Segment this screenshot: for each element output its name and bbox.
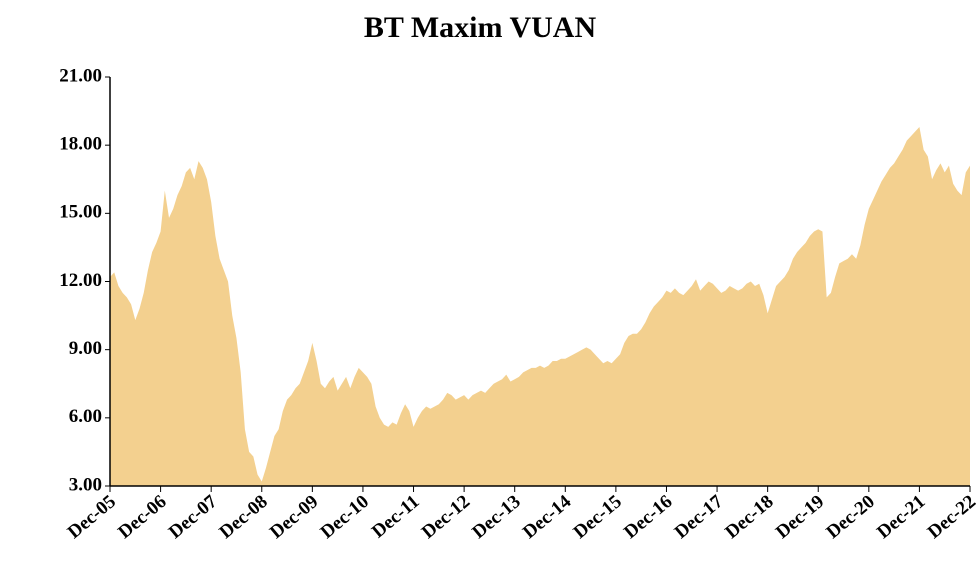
x-tick-label: Dec-05 (64, 491, 120, 543)
y-tick-label: 12.00 (59, 270, 102, 291)
y-tick-label: 15.00 (59, 202, 102, 223)
x-tick-label: Dec-06 (114, 491, 170, 543)
y-tick-label: 18.00 (59, 134, 102, 155)
y-tick-label: 21.00 (59, 65, 102, 86)
x-tick-label: Dec-18 (721, 491, 777, 543)
x-tick-label: Dec-08 (215, 491, 271, 543)
x-tick-label: Dec-09 (266, 491, 322, 543)
x-tick-label: Dec-15 (570, 491, 626, 543)
x-tick-label: Dec-22 (924, 491, 976, 543)
chart-title: BT Maxim VUAN (364, 11, 597, 44)
x-tick-label: Dec-14 (519, 491, 576, 543)
x-tick-label: Dec-20 (823, 491, 879, 543)
x-tick-label: Dec-17 (671, 491, 728, 543)
area (110, 126, 970, 487)
y-tick-label: 6.00 (69, 406, 102, 427)
x-tick-label: Dec-11 (368, 491, 424, 542)
x-tick-label: Dec-10 (317, 491, 373, 543)
x-tick-label: Dec-07 (165, 491, 222, 543)
x-tick-label: Dec-21 (873, 491, 929, 543)
x-tick-label: Dec-12 (418, 491, 474, 543)
x-tick-label: Dec-19 (772, 491, 828, 543)
x-tick-label: Dec-16 (620, 491, 676, 543)
y-tick-label: 3.00 (69, 474, 102, 495)
y-tick-label: 9.00 (69, 338, 102, 359)
x-tick-label: Dec-13 (468, 491, 524, 543)
